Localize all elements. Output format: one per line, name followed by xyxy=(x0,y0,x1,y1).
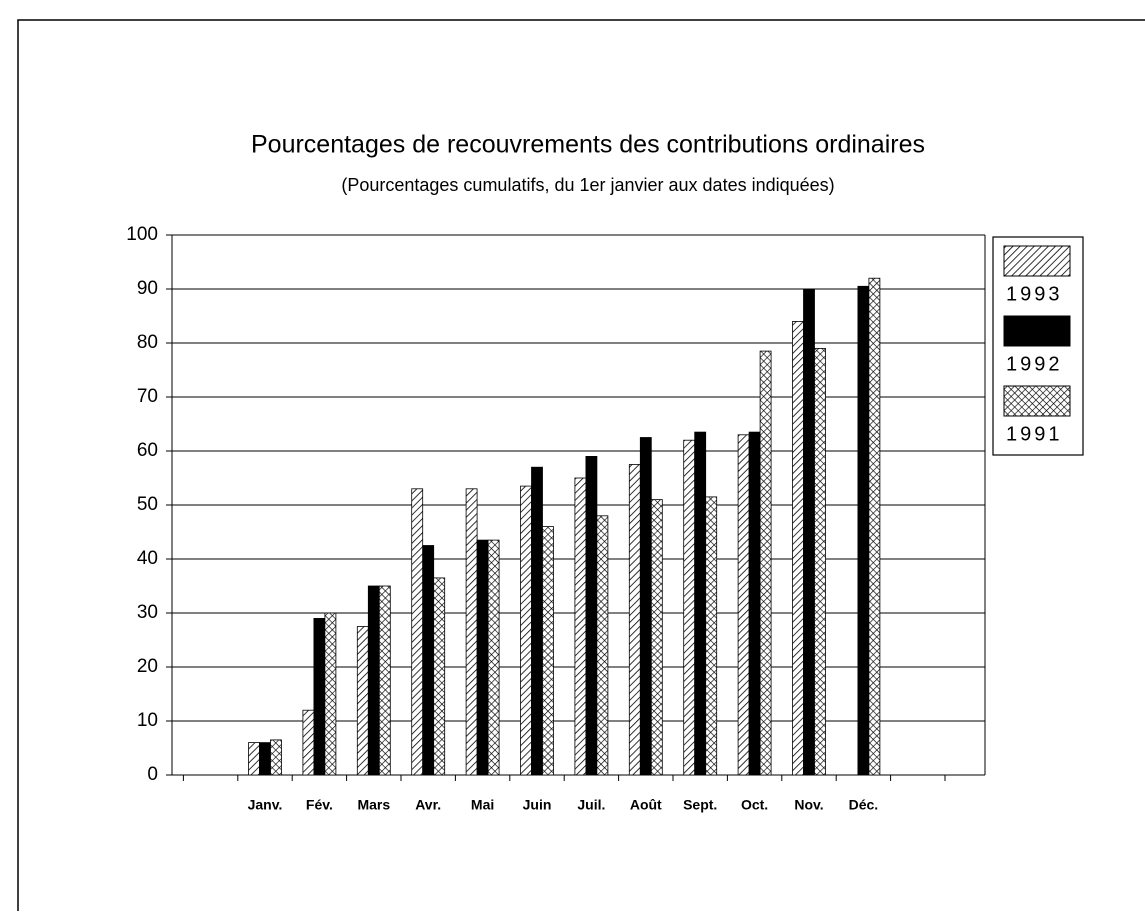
bar xyxy=(542,526,554,776)
x-tick-label: Mai xyxy=(471,797,494,813)
bar xyxy=(465,488,478,776)
bar xyxy=(628,464,641,776)
bar xyxy=(531,466,543,776)
y-tick-label: 100 xyxy=(126,224,158,245)
y-tick-label: 10 xyxy=(137,710,158,731)
bar xyxy=(596,515,609,776)
bar xyxy=(694,431,707,776)
bar xyxy=(487,539,500,776)
legend-swatch xyxy=(1003,245,1071,277)
x-tick-label: Fév. xyxy=(306,797,333,813)
bar xyxy=(324,612,337,776)
bar xyxy=(639,437,652,776)
bar xyxy=(737,434,750,776)
y-tick-label: 30 xyxy=(137,602,158,623)
bar xyxy=(476,539,489,776)
chart-title: Pourcentages de recouvrements des contri… xyxy=(251,131,925,159)
y-tick-label: 20 xyxy=(137,656,158,677)
y-tick-label: 80 xyxy=(137,332,158,353)
bar xyxy=(748,431,761,776)
y-tick-label: 40 xyxy=(137,548,158,569)
bar xyxy=(792,320,804,776)
frame xyxy=(17,19,1145,916)
bar xyxy=(411,488,424,776)
x-tick-label: Oct. xyxy=(741,797,768,813)
bar xyxy=(356,626,369,776)
bar xyxy=(574,477,587,776)
bar xyxy=(585,455,598,776)
x-tick-label: Juil. xyxy=(577,797,605,813)
bar xyxy=(705,496,718,776)
bar xyxy=(378,585,391,776)
legend-label: 1992 xyxy=(1006,353,1063,375)
x-tick-label: Déc. xyxy=(849,797,879,813)
bar xyxy=(868,277,881,776)
bar xyxy=(313,618,326,776)
bar xyxy=(248,742,260,776)
bar xyxy=(520,485,532,776)
x-tick-label: Mars xyxy=(357,797,390,813)
bar xyxy=(683,439,696,776)
bar xyxy=(814,347,826,776)
y-tick-label: 60 xyxy=(137,440,158,461)
bar xyxy=(302,709,315,776)
legend-swatch xyxy=(1003,385,1071,417)
bar xyxy=(422,545,435,776)
y-tick-label: 70 xyxy=(137,386,158,407)
x-tick-label: Juin xyxy=(523,797,552,813)
x-tick-label: Janv. xyxy=(248,797,283,813)
bar xyxy=(367,585,380,776)
bar xyxy=(759,350,772,776)
bar xyxy=(650,499,663,776)
legend-swatch xyxy=(1003,315,1071,347)
bar xyxy=(433,577,446,776)
chart-subtitle: (Pourcentages cumulatifs, du 1er janvier… xyxy=(341,175,834,195)
y-tick-label: 90 xyxy=(137,278,158,299)
bar xyxy=(270,739,282,776)
legend-label: 1993 xyxy=(1006,283,1063,305)
bar xyxy=(803,288,815,776)
bar xyxy=(259,742,271,776)
y-tick-label: 50 xyxy=(137,494,158,515)
x-tick-label: Avr. xyxy=(415,797,441,813)
x-tick-label: Sept. xyxy=(683,797,717,813)
legend-label: 1991 xyxy=(1006,423,1063,445)
y-tick-label: 0 xyxy=(147,764,158,785)
x-tick-label: Août xyxy=(630,797,662,813)
x-tick-label: Nov. xyxy=(794,797,823,813)
bar xyxy=(857,285,870,776)
